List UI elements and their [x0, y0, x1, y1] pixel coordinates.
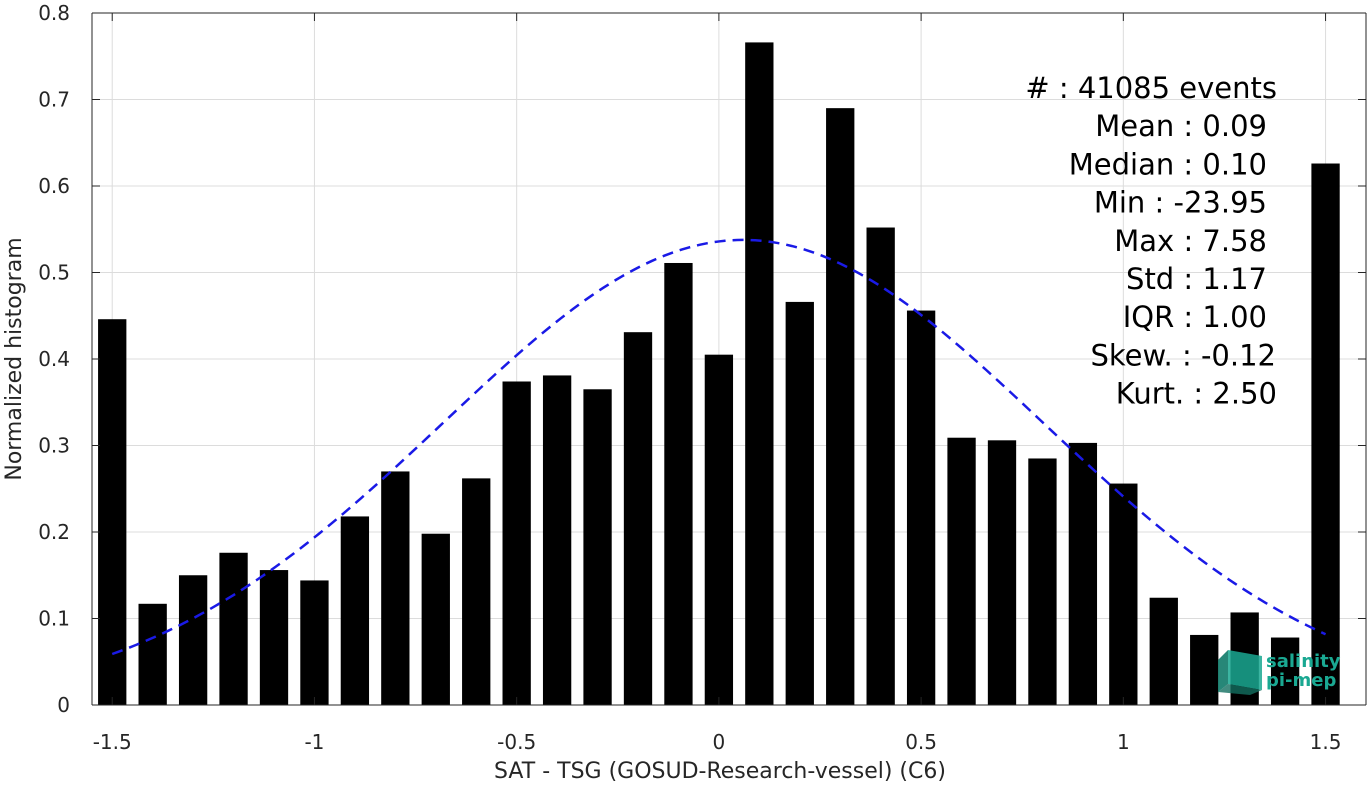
y-tick-label: 0.3 — [38, 434, 70, 458]
axes — [91, 12, 1367, 706]
salinity-pi-mep-logo: salinity pi-mep — [1218, 650, 1341, 695]
histogram-bar — [1028, 458, 1057, 705]
y-tick-label: 0.8 — [38, 1, 70, 25]
x-tick-label: -0.5 — [497, 730, 536, 754]
histogram-bar — [462, 478, 491, 705]
histogram-bar — [745, 42, 774, 706]
histogram-bar — [623, 332, 653, 705]
stat-line: Median : 0.10 — [1069, 147, 1267, 181]
x-tick-label: -1.5 — [93, 730, 132, 754]
cube-icon — [1218, 650, 1262, 695]
y-tick-label: 0.5 — [38, 261, 70, 285]
histogram-bar — [987, 440, 1017, 705]
histogram-bar — [138, 603, 167, 705]
logo-line2: pi-mep — [1266, 670, 1336, 691]
histogram-bar — [381, 471, 410, 705]
histogram-bar — [1190, 634, 1219, 705]
stat-line: Skew. : -0.12 — [1090, 338, 1276, 372]
gaussian-fit-curve — [111, 238, 1327, 656]
y-tick-label: 0 — [57, 693, 70, 717]
histogram-bar — [542, 375, 572, 705]
bars — [98, 42, 1340, 706]
histogram-bar — [583, 389, 612, 705]
stat-line: Std : 1.17 — [1126, 262, 1267, 296]
histogram-bar — [704, 354, 734, 705]
x-tick-label: 1.5 — [1310, 730, 1342, 754]
stat-line: Min : -23.95 — [1094, 186, 1267, 220]
statistics-annotations: # : 41085 events Mean : 0.09 Median : 0.10… — [1025, 71, 1277, 411]
histogram-bar — [906, 310, 936, 705]
x-tick-label: 0.5 — [905, 730, 937, 754]
histogram-bar — [1149, 597, 1178, 705]
histogram-bar — [1311, 163, 1340, 705]
histogram-bar — [340, 516, 370, 705]
y-tick-label: 0.6 — [38, 174, 70, 198]
histogram-bar — [866, 227, 895, 705]
histogram-bar — [826, 108, 855, 705]
histogram-bar — [947, 437, 976, 705]
y-tick-label: 0.4 — [38, 347, 70, 371]
histogram-bar — [1109, 483, 1138, 705]
x-tick-labels: -1.5 -1 -0.5 0 0.5 1 1.5 — [93, 730, 1342, 754]
histogram-bar — [1270, 637, 1300, 705]
histogram-bar — [785, 301, 814, 705]
y-tick-label: 0.1 — [38, 607, 70, 631]
logo-line1: salinity — [1266, 651, 1341, 672]
x-tick-label: 0 — [713, 730, 726, 754]
histogram-bar — [98, 319, 127, 705]
histogram-bar — [300, 580, 329, 705]
x-axis-title: SAT - TSG (GOSUD-Research-vessel) (C6) — [494, 759, 946, 784]
stat-line: Kurt. : 2.50 — [1116, 377, 1277, 411]
stat-line: IQR : 1.00 — [1123, 300, 1267, 334]
histogram-bar — [219, 552, 248, 705]
stat-line: Mean : 0.09 — [1095, 109, 1267, 143]
x-tick-label: -1 — [304, 730, 324, 754]
histogram-bar — [421, 533, 450, 705]
histogram-bar — [178, 575, 208, 705]
histogram-bar — [502, 381, 531, 705]
y-tick-label: 0.7 — [38, 88, 70, 112]
x-tick-label: 1 — [1117, 730, 1130, 754]
stat-line: # : 41085 events — [1025, 71, 1277, 105]
y-axis-title: Normalized histogram — [2, 237, 27, 480]
y-tick-label: 0.2 — [38, 520, 70, 544]
stat-line: Max : 7.58 — [1114, 224, 1267, 258]
histogram-bar — [1068, 442, 1098, 705]
y-tick-labels: 0 0.1 0.2 0.3 0.4 0.5 0.6 0.7 0.8 — [38, 1, 70, 717]
histogram-bar — [664, 262, 693, 705]
histogram-bar — [259, 570, 289, 705]
